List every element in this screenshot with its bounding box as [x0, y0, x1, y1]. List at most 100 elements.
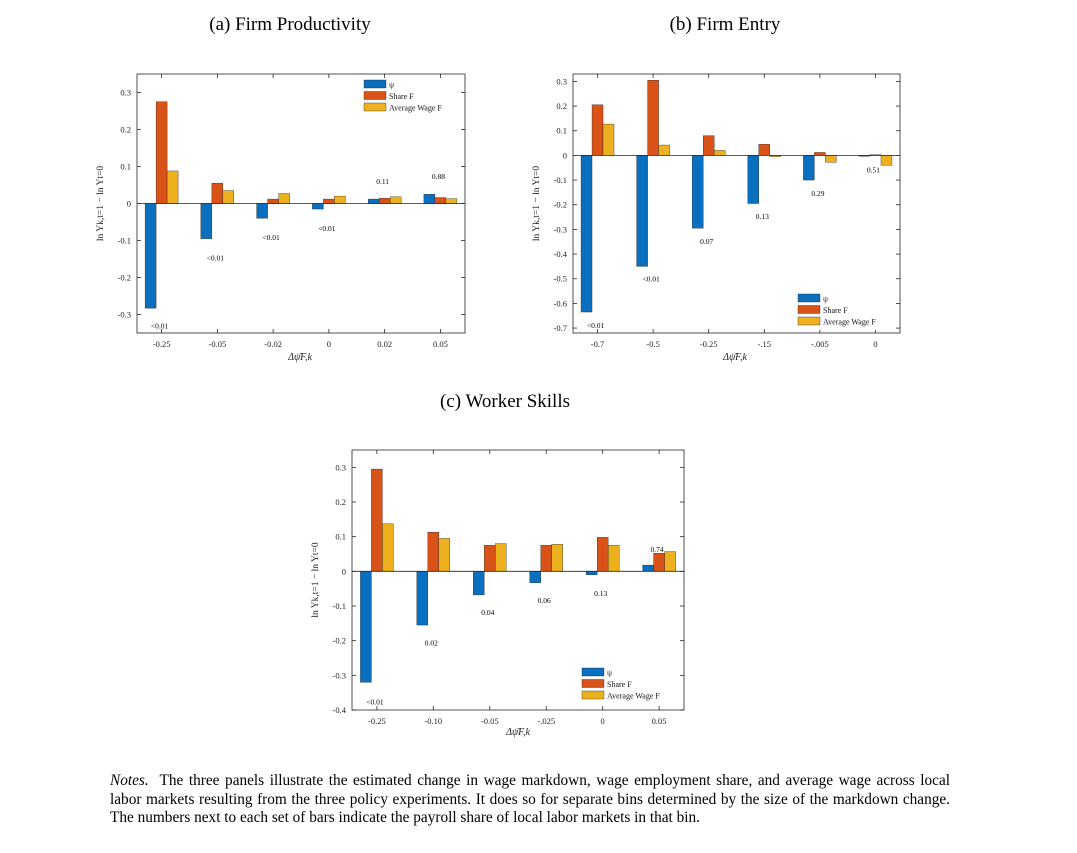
panel-a-chart: -0.3 -0.2 -0.1 0 0.1 0.2 0.3 -0.25 -0.05 -0.02 0 0.… [96, 73, 466, 363]
chart-a-xtick-label: -0.25 [153, 339, 171, 349]
chart-a-payroll-share-label: <0.01 [262, 233, 280, 242]
chart-b-ytick-label: 0.1 [556, 126, 567, 136]
chart-b-ytick-label: -0.7 [554, 323, 567, 333]
chart-b-payroll-share-label: <0.01 [587, 321, 605, 330]
chart-c-xtick-label: -.025 [537, 716, 555, 726]
chart-c-payroll-share-label: 0.13 [594, 589, 607, 598]
chart-c-bar-psi [416, 571, 429, 626]
chart-b-legend-label: ψ [823, 295, 828, 304]
chart-c-ylabel: ln Yk,t=1 − ln Yt=0 [311, 542, 321, 618]
chart-a-payroll-share-label: 0.11 [376, 177, 389, 186]
chart-a-ytick-label: 0 [127, 199, 131, 209]
chart-c-bar-share [427, 531, 440, 572]
chart-a-payroll-share-label: <0.01 [207, 254, 225, 263]
chart-c-ytick-label: -0.3 [333, 670, 346, 680]
chart-a-xtick-label: 0.05 [433, 339, 448, 349]
chart-b-ytick-label: -0.2 [554, 200, 567, 210]
panel-c-chart: -0.4 -0.3 -0.2 -0.1 0 0.1 0.2 0.3 -0.25 -0.10 -0.0… [311, 449, 685, 738]
notes-body: The three panels illustrate the estimate… [110, 772, 950, 826]
panel-c-title: (c) Worker Skills [439, 391, 571, 412]
chart-c-payroll-share-label: 0.02 [425, 638, 438, 647]
chart-a-legend-label: Share F [389, 92, 414, 101]
chart-c-ytick-label: 0.1 [335, 532, 346, 542]
chart-c-bar-share [540, 545, 552, 572]
chart-c-bar-wage [664, 551, 676, 572]
chart-a-legend-label: Average Wage F [389, 104, 442, 113]
chart-b-ytick-label: 0.2 [556, 101, 567, 111]
chart-b-xtick-label: -.005 [811, 339, 829, 349]
figure-notes: Notes. The three panels illustrate the e… [110, 772, 950, 828]
chart-c-ytick-label: -0.1 [333, 601, 346, 611]
chart-b-payroll-share-label: 0.29 [811, 189, 824, 198]
chart-a-payroll-share-label: <0.01 [151, 322, 169, 331]
chart-b-ytick-label: -0.5 [554, 274, 567, 284]
chart-c-bar-psi [360, 571, 372, 683]
chart-c-legend-label: Average Wage F [607, 692, 660, 701]
chart-b-legend-swatch [797, 305, 821, 314]
chart-c-legend-label: Share F [607, 680, 632, 689]
chart-b-plot-frame [572, 73, 901, 334]
chart-b-svg: -0.7 -0.6 -0.5 -0.4 -0.3 -0.2 -0.1 0 0.1 0.2 0.3 -0… [532, 73, 901, 363]
chart-c-bar-psi [642, 564, 654, 572]
chart-c-bar-share [484, 545, 496, 572]
chart-c-legend-swatch [581, 667, 605, 677]
chart-c-xtick-label: 0 [601, 716, 605, 726]
chart-a-ytick-label: -0.1 [118, 236, 131, 246]
chart-a-ytick-label: 0.1 [120, 162, 131, 172]
chart-c-bar-share [653, 553, 665, 572]
chart-b-xlabel: Δψ̄F,k [722, 352, 747, 363]
chart-c-xtick-label: -0.25 [368, 716, 386, 726]
chart-b-legend-label: Average Wage F [823, 318, 876, 327]
chart-c-payroll-share-label: <0.01 [366, 697, 384, 706]
chart-c-svg: -0.4-0.3-0.2-0.100.10.20.3-0.25 -0.10 -0.0… [311, 449, 685, 738]
chart-c-bar-wage [607, 545, 620, 572]
chart-b-xtick-label: -0.25 [700, 339, 718, 349]
chart-c-xtick-label: 0.05 [652, 716, 667, 726]
chart-c-bar-share [596, 537, 609, 572]
chart-b-ylabel: ln Yk,t=1 − ln Yt=0 [532, 166, 542, 242]
chart-b-ytick-label: -0.3 [554, 224, 567, 234]
chart-b-legend-swatch [797, 293, 821, 303]
chart-b-legend-label: Share F [823, 306, 848, 315]
chart-c-legend-swatch [581, 679, 605, 688]
chart-a-payroll-share-label: <0.01 [318, 224, 336, 233]
chart-c-ytick-label: 0.2 [335, 497, 346, 507]
chart-a-ytick-label: 0.3 [120, 88, 131, 98]
chart-c-bar-psi [585, 571, 598, 575]
chart-a-ytick-label: -0.3 [118, 310, 131, 320]
chart-c-ytick-label: 0 [342, 566, 346, 576]
chart-b-xtick-label: -.15 [758, 339, 771, 349]
chart-c-bar-wage [438, 538, 451, 572]
chart-b-ytick-label: 0.3 [556, 76, 567, 86]
chart-a-ytick-label: 0.2 [120, 125, 131, 135]
chart-b-payroll-share-label: 0.51 [867, 166, 880, 175]
chart-c-ytick-label: -0.4 [333, 705, 347, 715]
panel-b-title: (b) Firm Entry [669, 14, 781, 35]
chart-c-bar-share [371, 468, 383, 572]
chart-c-legend-label: ψ [607, 669, 612, 678]
chart-c-payroll-share-label: 0.74 [651, 545, 664, 554]
chart-b-xtick-label: 0 [873, 339, 877, 349]
chart-a-legend-swatch [363, 79, 387, 89]
chart-c-bar-wage [382, 523, 394, 572]
chart-a-ylabel: ln Yk,t=1 − ln Yt=0 [96, 166, 106, 242]
chart-c-bar-wage [495, 543, 507, 572]
chart-c-payroll-share-label: 0.04 [481, 608, 494, 617]
chart-a-xtick-label: -0.02 [264, 339, 282, 349]
chart-a-payroll-share-label: 0.88 [432, 172, 445, 181]
chart-b-xtick-label: -0.7 [591, 339, 604, 349]
chart-c-legend-swatch [581, 690, 605, 700]
chart-a-ytick-label: -0.2 [118, 273, 131, 283]
chart-b-payroll-share-label: <0.01 [642, 275, 660, 284]
chart-c-bar-wage [551, 544, 563, 572]
chart-c-ytick-label: 0.3 [335, 462, 346, 472]
chart-b-xtick-label: -0.5 [646, 339, 659, 349]
chart-c-payroll-share-label: 0.06 [538, 596, 551, 605]
chart-c-ytick-label: -0.2 [333, 636, 346, 646]
chart-a-xtick-label: 0 [327, 339, 331, 349]
panel-a-title: (a) Firm Productivity [209, 14, 371, 35]
chart-b-ytick-label: -0.6 [554, 298, 567, 308]
chart-b-ytick-label: -0.4 [554, 249, 568, 259]
chart-c-xtick-label: -0.10 [424, 716, 442, 726]
chart-a-xtick-label: -0.05 [209, 339, 227, 349]
